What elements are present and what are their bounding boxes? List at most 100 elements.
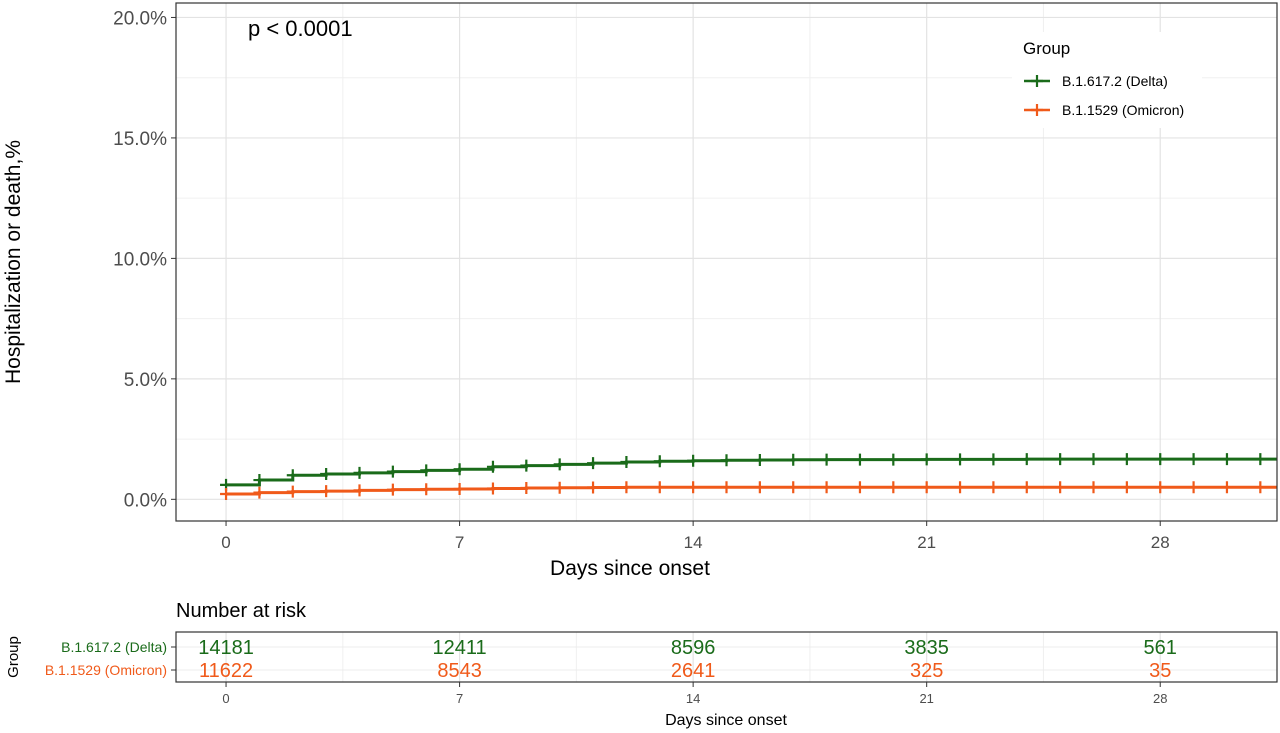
risk-cell-value: 3835 [904, 637, 949, 659]
censor-mark [653, 455, 666, 468]
censor-mark [453, 463, 466, 476]
legend: Group B.1.617.2 (Delta) B.1.1529 (Omicron… [1012, 32, 1202, 128]
y-tick-label: 0.0% [124, 490, 167, 511]
censor-mark [1254, 481, 1267, 494]
risk-table-border [175, 631, 1278, 683]
censor-mark [1087, 481, 1100, 494]
censor-mark [853, 453, 866, 466]
series-omicron [220, 481, 1277, 501]
censor-mark [286, 485, 299, 498]
censor-mark [787, 453, 800, 466]
censor-mark [820, 453, 833, 466]
censor-mark [1187, 453, 1200, 466]
risk-table-cells: 0 7 14 21 28 B.1.617.2 (Delta) 14181 12411 8596 3… [45, 637, 1177, 706]
risk-cell-value: 12411 [433, 637, 487, 659]
censor-mark [954, 481, 967, 494]
censor-mark [520, 481, 533, 494]
risk-table-title: Number at risk [176, 600, 307, 622]
censor-mark [687, 481, 700, 494]
censor-mark [720, 454, 733, 467]
risk-x-tick-label: 21 [919, 691, 933, 706]
censor-mark [420, 483, 433, 496]
x-tick-label: 28 [1151, 533, 1170, 552]
censor-mark [320, 468, 333, 481]
main-axis-ticks: 0 7 14 21 28 0.0% 5.0% 10.0% 15.0% 20.0% [113, 8, 1170, 552]
y-tick-label: 20.0% [113, 8, 167, 29]
y-tick-label: 10.0% [113, 249, 167, 270]
risk-table-y-label: Group [5, 636, 22, 678]
legend-items: B.1.617.2 (Delta) B.1.1529 (Omicron) [1024, 73, 1184, 118]
censor-mark [887, 453, 900, 466]
censor-mark [853, 481, 866, 494]
censor-mark [1120, 453, 1133, 466]
x-tick-label: 14 [684, 533, 703, 552]
censor-mark [386, 465, 399, 478]
legend-item: B.1.1529 (Omicron) [1024, 102, 1184, 118]
y-axis-label: Hospitalization or death,% [2, 140, 25, 384]
risk-row-label: B.1.617.2 (Delta) [61, 639, 167, 655]
risk-cell-value: 2641 [671, 660, 716, 682]
censor-mark [486, 460, 499, 473]
censor-mark [987, 453, 1000, 466]
risk-table-gridlines [171, 632, 1277, 687]
legend-marker [1031, 75, 1043, 87]
censor-mark [253, 486, 266, 499]
censor-mark [353, 466, 366, 479]
censor-mark [1154, 481, 1167, 494]
x-tick-label: 7 [455, 533, 464, 552]
main-gridlines [176, 3, 1278, 521]
censor-mark [1120, 481, 1133, 494]
censor-mark [620, 481, 633, 494]
survival-curves [220, 453, 1277, 501]
censor-mark [920, 453, 933, 466]
censor-mark [1020, 481, 1033, 494]
censor-mark [653, 481, 666, 494]
x-axis-label: Days since onset [550, 557, 710, 580]
censor-mark [1054, 453, 1067, 466]
x-tick-label: 0 [221, 533, 230, 552]
risk-x-tick-label: 28 [1153, 691, 1167, 706]
legend-label: B.1.617.2 (Delta) [1062, 73, 1168, 89]
censor-mark [1187, 481, 1200, 494]
censor-mark [253, 474, 266, 487]
risk-cell-value: 14181 [198, 637, 254, 659]
legend-item: B.1.617.2 (Delta) [1024, 73, 1168, 89]
censor-mark [1254, 453, 1267, 466]
risk-cell-value: 8543 [437, 660, 482, 682]
censor-mark [887, 481, 900, 494]
censor-mark [1087, 453, 1100, 466]
censor-mark [753, 454, 766, 467]
censor-mark [687, 454, 700, 467]
censor-mark [720, 481, 733, 494]
risk-x-tick-label: 7 [456, 691, 463, 706]
censor-mark [553, 458, 566, 471]
censor-mark [787, 481, 800, 494]
censor-mark [1220, 453, 1233, 466]
censor-mark [1020, 453, 1033, 466]
censor-mark [620, 455, 633, 468]
censor-mark [954, 453, 967, 466]
censor-mark [420, 464, 433, 477]
risk-table-x-label: Days since onset [665, 712, 787, 729]
censor-mark [920, 481, 933, 494]
censor-mark [486, 482, 499, 495]
censor-mark [820, 481, 833, 494]
main-plot-border [175, 2, 1278, 522]
risk-x-tick-label: 14 [686, 691, 700, 706]
censor-mark [320, 485, 333, 498]
x-tick-label: 21 [917, 533, 936, 552]
censor-mark [587, 457, 600, 470]
censor-mark [220, 488, 233, 501]
legend-label: B.1.1529 (Omicron) [1062, 102, 1184, 118]
step-line [226, 457, 1277, 487]
step-line [226, 485, 1277, 496]
censor-mark [987, 481, 1000, 494]
y-tick-label: 15.0% [113, 129, 167, 150]
legend-title: Group [1023, 39, 1070, 58]
legend-marker [1031, 104, 1043, 116]
risk-cell-value: 11622 [199, 660, 253, 682]
risk-row-label: B.1.1529 (Omicron) [45, 662, 167, 678]
censor-mark [286, 469, 299, 482]
risk-cell-value: 325 [910, 660, 943, 682]
